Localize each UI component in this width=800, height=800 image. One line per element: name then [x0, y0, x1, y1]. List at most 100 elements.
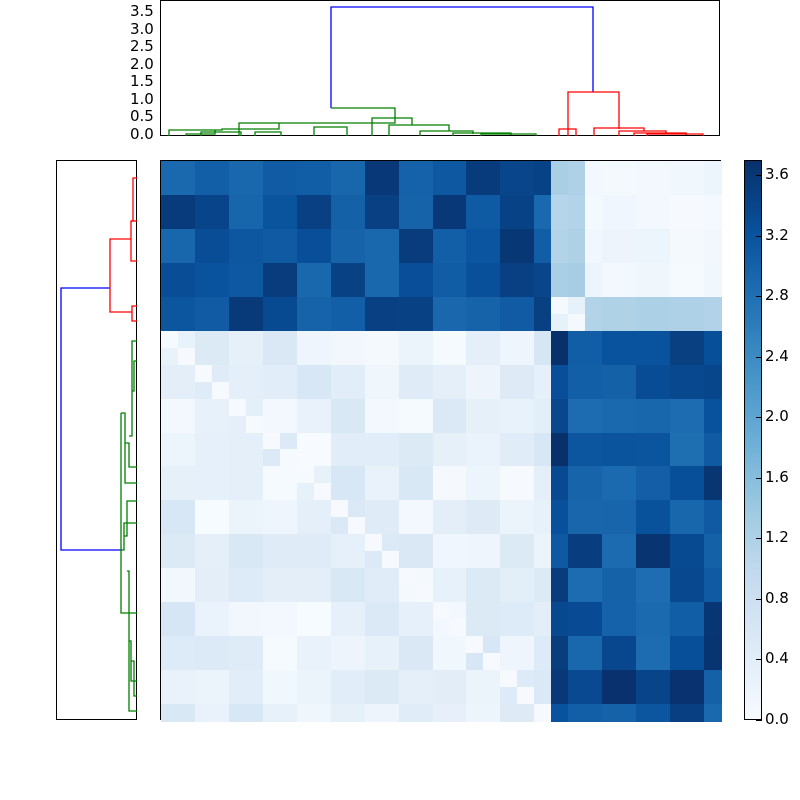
heatmap-cell [704, 704, 722, 722]
heatmap-cell [177, 585, 196, 603]
heatmap-cell [500, 653, 518, 671]
heatmap-cell [228, 313, 247, 332]
heatmap-cell [161, 602, 179, 620]
heatmap-cell [330, 177, 349, 196]
heatmap-cell [262, 636, 281, 654]
heatmap-cell [602, 347, 620, 366]
heatmap-cell [415, 466, 434, 485]
heatmap-cell [194, 347, 213, 366]
heatmap-cell [330, 313, 349, 332]
heatmap-cell [245, 279, 264, 298]
top-dendrogram [160, 0, 720, 136]
heatmap-cell [330, 534, 349, 552]
heatmap-cell [279, 500, 298, 518]
heatmap-cell [704, 585, 722, 603]
heatmap-cell [517, 449, 535, 468]
heatmap-cell [364, 551, 383, 569]
heatmap-cell [415, 687, 434, 705]
heatmap-cell [381, 211, 400, 230]
heatmap-cell [194, 211, 213, 230]
heatmap-cell [228, 568, 247, 586]
heatmap-cell [534, 670, 552, 688]
heatmap-cell [330, 483, 349, 501]
heatmap-cell [415, 670, 434, 688]
heatmap-cell [704, 245, 722, 264]
heatmap-cell [211, 245, 230, 264]
heatmap-cell [636, 415, 654, 434]
heatmap-cell [483, 415, 501, 434]
heatmap-cell [449, 619, 468, 637]
heatmap-cell [228, 245, 247, 264]
colorbar-tick-mark [756, 477, 762, 479]
heatmap-cell [619, 415, 637, 434]
heatmap-cell [432, 500, 451, 518]
heatmap-cell [279, 279, 298, 298]
heatmap-cell [262, 161, 281, 179]
heatmap-cell [568, 347, 586, 366]
heatmap-cell [449, 262, 468, 281]
heatmap-cell [432, 262, 451, 281]
heatmap-cell [534, 177, 552, 196]
heatmap-cell [585, 687, 603, 705]
heatmap-cell [653, 534, 671, 552]
heatmap-cell [415, 415, 434, 434]
heatmap-cell [449, 670, 468, 688]
heatmap-cell [347, 415, 366, 434]
heatmap-cell [296, 517, 315, 535]
heatmap-cell [670, 398, 688, 417]
heatmap-cell [228, 483, 247, 501]
heatmap-cell [670, 704, 688, 722]
heatmap-cell [330, 262, 349, 281]
heatmap-cell [347, 228, 366, 247]
heatmap-cell [466, 313, 485, 332]
heatmap-cell [585, 619, 603, 637]
heatmap-cell [177, 500, 196, 518]
heatmap-cell [364, 279, 383, 298]
heatmap-cell [177, 330, 196, 349]
heatmap-cell [517, 653, 535, 671]
heatmap-cell [364, 381, 383, 400]
heatmap-cell [704, 381, 722, 400]
heatmap-cell [398, 568, 417, 586]
heatmap-cell [313, 670, 332, 688]
heatmap-cell [517, 670, 535, 688]
heatmap-cell [619, 330, 637, 349]
heatmap-cell [483, 551, 501, 569]
heatmap-cell [687, 551, 705, 569]
heatmap-cell [585, 398, 603, 417]
heatmap-cell [568, 636, 586, 654]
top-ytick-0.0: 0.0 [130, 125, 154, 143]
heatmap-cell [245, 381, 264, 400]
heatmap-cell [500, 466, 518, 485]
heatmap-cell [517, 568, 535, 586]
heatmap-cell [517, 211, 535, 230]
heatmap-cell [466, 483, 485, 501]
heatmap-cell [551, 568, 569, 586]
heatmap-cell [517, 347, 535, 366]
heatmap-cell [330, 551, 349, 569]
heatmap-cell [534, 466, 552, 485]
heatmap-cell [670, 636, 688, 654]
heatmap-cell [194, 330, 213, 349]
heatmap-cell [466, 279, 485, 298]
heatmap-cell [228, 211, 247, 230]
heatmap-cell [262, 262, 281, 281]
heatmap-cell [585, 449, 603, 468]
heatmap-cell [415, 228, 434, 247]
heatmap-cell [313, 585, 332, 603]
heatmap-cell [602, 704, 620, 722]
heatmap-cell [551, 364, 569, 383]
heatmap-cell [534, 568, 552, 586]
heatmap-cell [347, 466, 366, 485]
heatmap-cell [517, 704, 535, 722]
heatmap-cell [296, 245, 315, 264]
heatmap-cell [381, 619, 400, 637]
heatmap-cell [568, 653, 586, 671]
heatmap-cell [636, 517, 654, 535]
heatmap-cell [653, 500, 671, 518]
heatmap-cell [211, 687, 230, 705]
top-ytick-2.5: 2.5 [130, 37, 154, 55]
heatmap-cell [449, 517, 468, 535]
heatmap-cell [313, 262, 332, 281]
heatmap-cell [602, 483, 620, 501]
